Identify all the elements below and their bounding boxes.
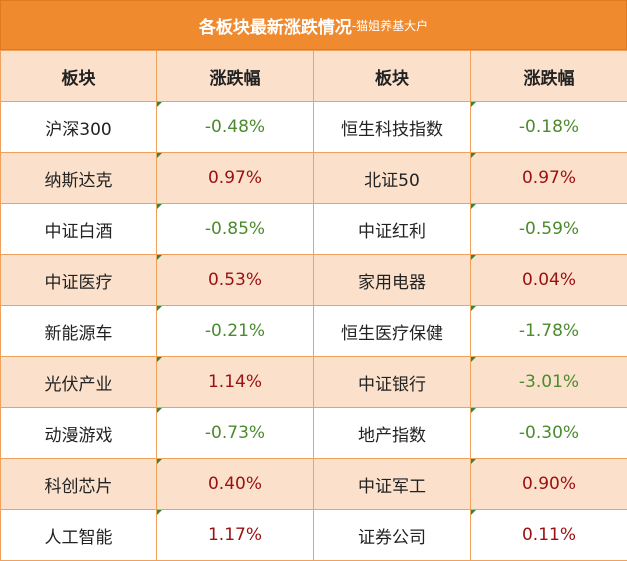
sector-name-cell: 沪深300: [1, 102, 157, 153]
change-value-cell: -0.59%: [471, 204, 627, 255]
sector-table: 板块 涨跌幅 板块 涨跌幅 沪深300-0.48%恒生科技指数-0.18%纳斯达…: [0, 50, 627, 561]
header-sector-right: 板块: [314, 51, 471, 102]
title-main: 各板块最新涨跌情况: [199, 13, 352, 38]
table-row: 新能源车-0.21%恒生医疗保健-1.78%: [1, 306, 627, 357]
sector-name-cell: 中证白酒: [1, 204, 157, 255]
sector-name-cell: 中证医疗: [1, 255, 157, 306]
change-value-cell: -3.01%: [471, 357, 627, 408]
page-title: 各板块最新涨跌情况-猫姐养基大户: [0, 0, 627, 50]
table-header-row: 板块 涨跌幅 板块 涨跌幅: [1, 51, 627, 102]
sector-name-cell: 光伏产业: [1, 357, 157, 408]
change-value-cell: -0.30%: [471, 408, 627, 459]
table-row: 沪深300-0.48%恒生科技指数-0.18%: [1, 102, 627, 153]
sector-name-cell: 科创芯片: [1, 459, 157, 510]
sector-name-cell: 人工智能: [1, 510, 157, 561]
change-value-cell: -0.85%: [157, 204, 314, 255]
change-value-cell: 0.04%: [471, 255, 627, 306]
header-sector-left: 板块: [1, 51, 157, 102]
header-change-left: 涨跌幅: [157, 51, 314, 102]
change-value-cell: -0.21%: [157, 306, 314, 357]
sector-name-cell: 纳斯达克: [1, 153, 157, 204]
change-value-cell: -0.48%: [157, 102, 314, 153]
change-value-cell: 0.53%: [157, 255, 314, 306]
table-row: 中证白酒-0.85%中证红利-0.59%: [1, 204, 627, 255]
sector-name-cell: 中证红利: [314, 204, 471, 255]
change-value-cell: 1.17%: [157, 510, 314, 561]
sector-name-cell: 中证军工: [314, 459, 471, 510]
change-value-cell: 0.97%: [157, 153, 314, 204]
change-value-cell: 1.14%: [157, 357, 314, 408]
sector-name-cell: 家用电器: [314, 255, 471, 306]
change-value-cell: 0.11%: [471, 510, 627, 561]
sector-name-cell: 北证50: [314, 153, 471, 204]
sector-name-cell: 中证银行: [314, 357, 471, 408]
sector-name-cell: 地产指数: [314, 408, 471, 459]
change-value-cell: 0.90%: [471, 459, 627, 510]
table-row: 动漫游戏-0.73%地产指数-0.30%: [1, 408, 627, 459]
change-value-cell: -0.73%: [157, 408, 314, 459]
header-change-right: 涨跌幅: [471, 51, 627, 102]
sector-name-cell: 新能源车: [1, 306, 157, 357]
sector-name-cell: 恒生医疗保健: [314, 306, 471, 357]
change-value-cell: -1.78%: [471, 306, 627, 357]
sector-name-cell: 证券公司: [314, 510, 471, 561]
title-suffix: -猫姐养基大户: [352, 17, 428, 34]
sector-name-cell: 恒生科技指数: [314, 102, 471, 153]
change-value-cell: 0.97%: [471, 153, 627, 204]
change-value-cell: -0.18%: [471, 102, 627, 153]
change-value-cell: 0.40%: [157, 459, 314, 510]
sector-name-cell: 动漫游戏: [1, 408, 157, 459]
